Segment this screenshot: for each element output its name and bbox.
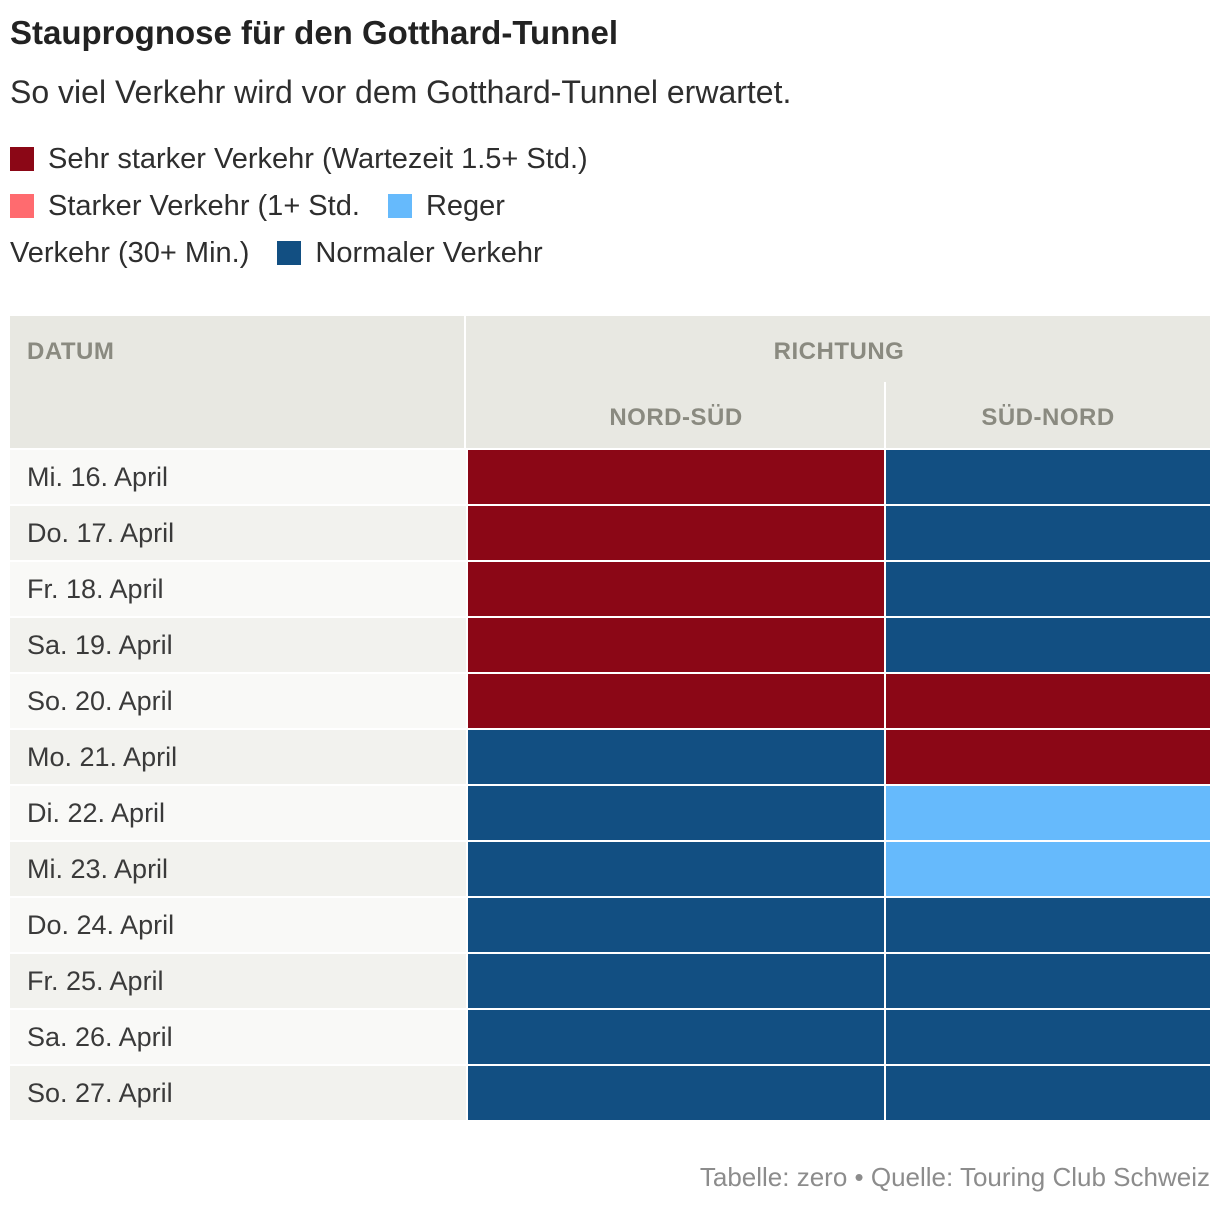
sued-nord-cell: [886, 618, 1210, 672]
legend: Sehr starker Verkehr (Wartezeit 1.5+ Std…: [10, 136, 610, 277]
date-cell: So. 20. April: [10, 674, 466, 728]
legend-swatch-moderate: [387, 194, 412, 218]
table-row: Fr. 25. April: [10, 952, 1210, 1008]
table-row: Sa. 19. April: [10, 616, 1210, 672]
legend-swatch-normal: [277, 241, 302, 265]
legend-item-heavy: Starker Verkehr (1+ Std.: [10, 190, 380, 222]
nord-sued-cell: [468, 618, 884, 672]
sued-nord-cell: [886, 954, 1210, 1008]
forecast-table: DATUM RICHTUNG NORD-SÜD SÜD-NORD Mi. 16.…: [10, 316, 1210, 1120]
date-cell: Do. 17. April: [10, 506, 466, 560]
legend-label-very-heavy: Sehr starker Verkehr (Wartezeit 1.5+ Std…: [48, 143, 588, 175]
legend-item-normal: Normaler Verkehr: [277, 237, 562, 269]
legend-swatch-heavy: [10, 194, 34, 218]
nord-sued-cell: [468, 1066, 884, 1120]
sued-nord-cell: [886, 674, 1210, 728]
date-cell: Mi. 23. April: [10, 842, 466, 896]
sued-nord-cell: [886, 898, 1210, 952]
date-cell: Do. 24. April: [10, 898, 466, 952]
sued-nord-cell: [886, 730, 1210, 784]
table-row: So. 20. April: [10, 672, 1210, 728]
sued-nord-cell: [886, 1066, 1210, 1120]
sued-nord-cell: [886, 506, 1210, 560]
date-cell: Mo. 21. April: [10, 730, 466, 784]
date-cell: So. 27. April: [10, 1066, 466, 1120]
chart-subtitle: So viel Verkehr wird vor dem Gotthard-Tu…: [10, 74, 792, 110]
sued-nord-cell: [886, 842, 1210, 896]
legend-label-heavy: Starker Verkehr (1+ Std.: [48, 190, 360, 222]
header-divider: [884, 382, 886, 448]
table-row: Mo. 21. April: [10, 728, 1210, 784]
table-row: Mi. 23. April: [10, 840, 1210, 896]
table-row: Di. 22. April: [10, 784, 1210, 840]
legend-label-normal: Normaler Verkehr: [315, 237, 543, 269]
nord-sued-cell: [468, 786, 884, 840]
chart-title: Stauprognose für den Gotthard-Tunnel: [10, 14, 619, 51]
nord-sued-cell: [468, 898, 884, 952]
header-sued-nord: SÜD-NORD: [981, 404, 1115, 431]
legend-item-very-heavy: Sehr starker Verkehr (Wartezeit 1.5+ Std…: [10, 143, 608, 175]
legend-swatch-very-heavy: [10, 147, 34, 171]
date-cell: Mi. 16. April: [10, 450, 466, 504]
header-nord-sued: NORD-SÜD: [609, 404, 743, 431]
sued-nord-cell: [886, 1010, 1210, 1064]
legend-label-moderate: Reger Verkehr (30+ Min.): [10, 190, 505, 269]
nord-sued-cell: [468, 1010, 884, 1064]
header-datum: DATUM: [27, 338, 115, 365]
table-row: Do. 17. April: [10, 504, 1210, 560]
table-row: So. 27. April: [10, 1064, 1210, 1120]
table-body: Mi. 16. April Do. 17. April Fr. 18. April S…: [10, 448, 1210, 1120]
date-cell: Di. 22. April: [10, 786, 466, 840]
nord-sued-cell: [468, 450, 884, 504]
date-cell: Fr. 25. April: [10, 954, 466, 1008]
table-row: Fr. 18. April: [10, 560, 1210, 616]
header-datum-cell: DATUM: [10, 316, 466, 448]
table-row: Sa. 26. April: [10, 1008, 1210, 1064]
sued-nord-cell: [886, 562, 1210, 616]
date-cell: Sa. 19. April: [10, 618, 466, 672]
nord-sued-cell: [468, 954, 884, 1008]
sued-nord-cell: [886, 450, 1210, 504]
date-cell: Sa. 26. April: [10, 1010, 466, 1064]
nord-sued-cell: [468, 842, 884, 896]
table-header: DATUM RICHTUNG NORD-SÜD SÜD-NORD: [10, 316, 1210, 448]
table-row: Mi. 16. April: [10, 448, 1210, 504]
table-row: Do. 24. April: [10, 896, 1210, 952]
source-footer: Tabelle: zero • Quelle: Touring Club Sch…: [699, 1162, 1210, 1192]
date-cell: Fr. 18. April: [10, 562, 466, 616]
nord-sued-cell: [468, 674, 884, 728]
nord-sued-cell: [468, 562, 884, 616]
header-richtung: RICHTUNG: [773, 338, 905, 365]
legend-item-moderate: Reger Verkehr (30+ Min.): [10, 190, 505, 269]
nord-sued-cell: [468, 506, 884, 560]
sued-nord-cell: [886, 786, 1210, 840]
nord-sued-cell: [468, 730, 884, 784]
